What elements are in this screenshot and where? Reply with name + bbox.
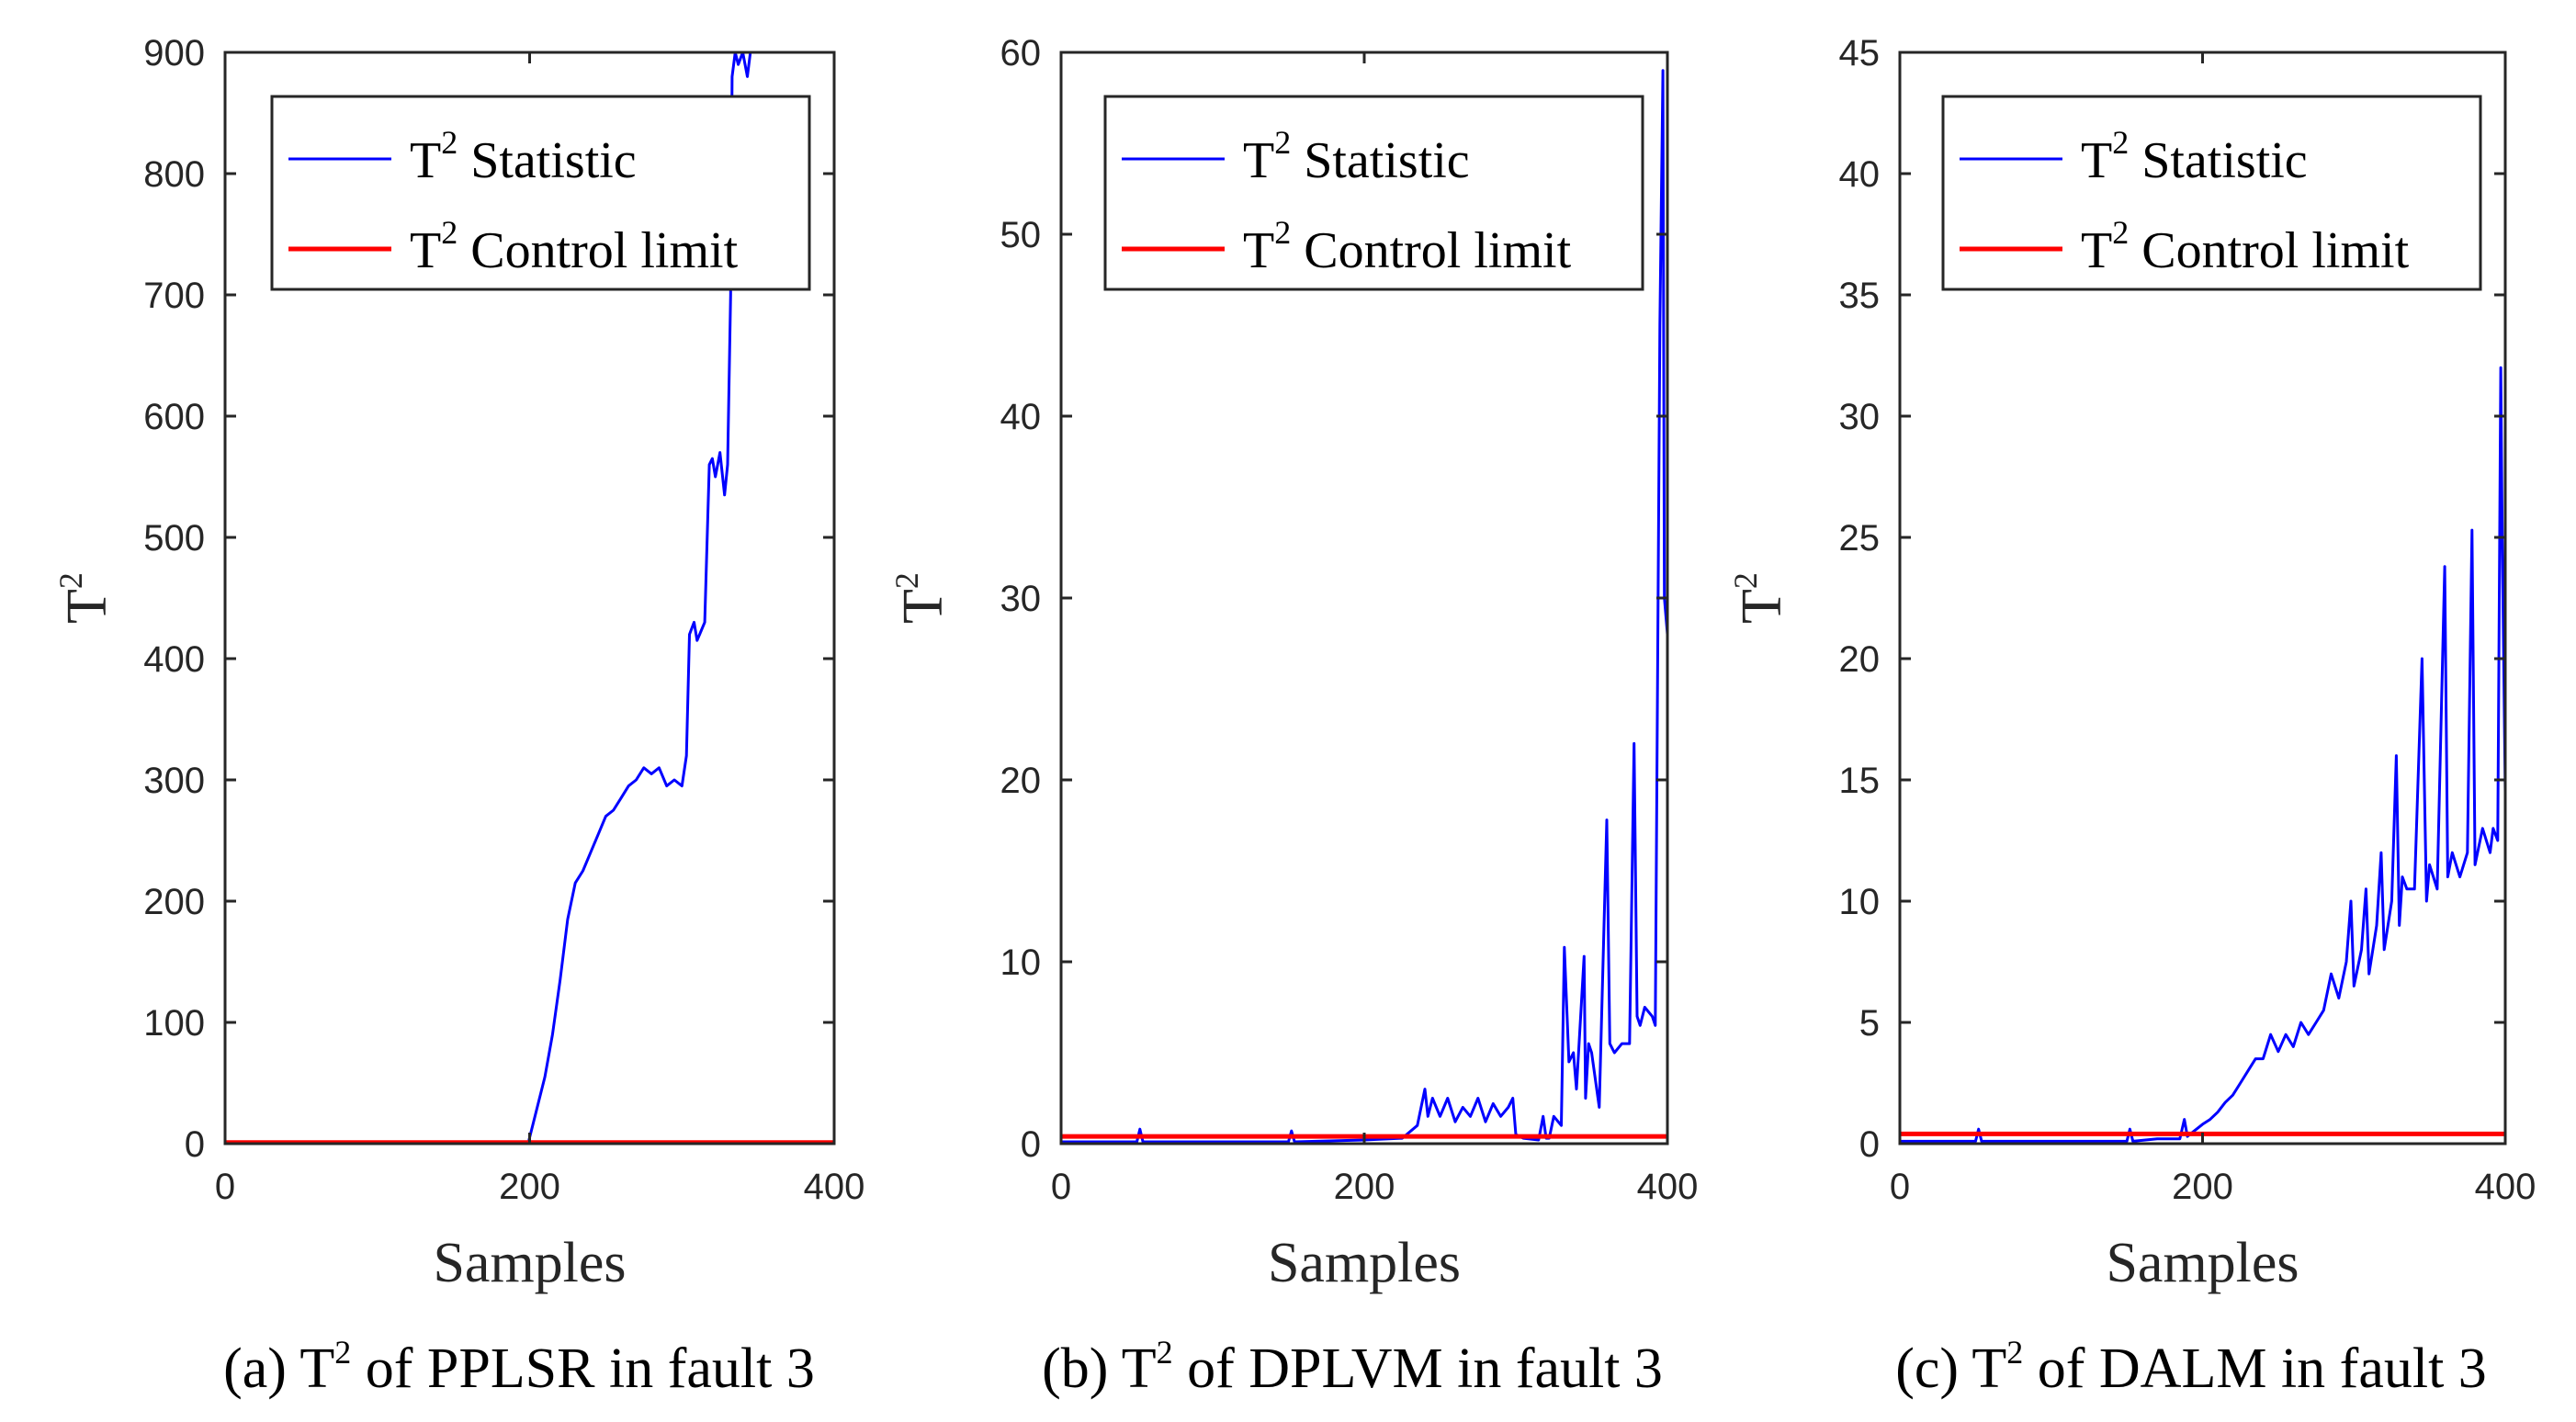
x-tick-label: 400	[1637, 1167, 1699, 1207]
y-axis-label-base: T	[1731, 589, 1793, 624]
panel-caption-post: of PPLSR in fault 3	[351, 1337, 815, 1400]
y-tick-label: 10	[1000, 942, 1042, 983]
y-tick-label: 100	[143, 1003, 205, 1044]
legend-box	[1941, 95, 2482, 291]
y-tick-label: 0	[1021, 1124, 1041, 1165]
legend-entry-sup: 2	[1274, 214, 1291, 251]
y-tick-label: 400	[143, 639, 205, 680]
legend-entry: T2 Control limit	[410, 214, 739, 279]
y-tick-label: 20	[1000, 761, 1042, 801]
y-tick-label: 900	[143, 33, 205, 73]
legend-entry-text: Control limit	[2129, 222, 2409, 279]
y-tick-label: 10	[1839, 882, 1881, 922]
legend-entry-text: Statistic	[1291, 132, 1469, 189]
legend-entry-base: T	[2081, 132, 2112, 189]
panel-caption-post: of DALM in fault 3	[2023, 1337, 2487, 1400]
y-tick-label: 35	[1839, 276, 1881, 316]
y-tick-label: 40	[1000, 397, 1042, 437]
y-tick-label: 15	[1839, 761, 1881, 801]
y-tick-label: 200	[143, 882, 205, 922]
x-tick-label: 200	[2172, 1167, 2233, 1207]
x-tick-label: 400	[804, 1167, 865, 1207]
y-tick-label: 60	[1000, 33, 1042, 73]
panel-caption: (b) T2 of DPLVM in fault 3	[1042, 1334, 1663, 1400]
legend-entry-sup: 2	[441, 214, 458, 251]
x-tick-label: 0	[1051, 1167, 1071, 1207]
panel-caption-post: of DPLVM in fault 3	[1173, 1337, 1663, 1400]
panel-caption-base: (c) T	[1895, 1337, 2006, 1400]
legend-entry-text: Statistic	[2129, 132, 2307, 189]
panel-caption: (c) T2 of DALM in fault 3	[1895, 1334, 2487, 1400]
y-axis-label-base: T	[56, 589, 119, 624]
legend-entry-text: Statistic	[458, 132, 636, 189]
legend-entry-text: Control limit	[458, 222, 738, 279]
y-tick-label: 600	[143, 397, 205, 437]
panel-caption-sup: 2	[334, 1334, 351, 1371]
y-tick-label: 5	[1859, 1003, 1880, 1044]
y-tick-label: 25	[1839, 518, 1881, 559]
legend-entry: T2 Control limit	[1243, 214, 1572, 279]
x-tick-label: 200	[1334, 1167, 1395, 1207]
y-axis-label-base: T	[892, 589, 955, 624]
y-axis-label: T2	[888, 572, 955, 624]
legend-box	[1103, 95, 1644, 291]
legend-entry-text: Control limit	[1291, 222, 1571, 279]
legend-box	[270, 95, 811, 291]
y-tick-label: 30	[1000, 579, 1042, 619]
y-tick-label: 500	[143, 518, 205, 559]
y-tick-label: 50	[1000, 215, 1042, 255]
statistic-line	[1061, 69, 1667, 1144]
x-axis-label: Samples	[433, 1232, 626, 1294]
x-tick-label: 200	[499, 1167, 560, 1207]
y-tick-label: 700	[143, 276, 205, 316]
y-axis-label: T2	[1727, 572, 1793, 624]
legend-entry-sup: 2	[441, 124, 458, 161]
y-axis-label-sup: 2	[888, 572, 925, 589]
panel-caption: (a) T2 of PPLSR in fault 3	[223, 1334, 815, 1400]
legend-entry: T2 Statistic	[1243, 124, 1470, 189]
legend-entry-sup: 2	[1274, 124, 1291, 161]
y-tick-label: 800	[143, 154, 205, 195]
y-tick-label: 45	[1839, 33, 1881, 73]
x-axis-label: Samples	[1268, 1232, 1461, 1294]
legend-entry-sup: 2	[2112, 214, 2129, 251]
panel-caption-sup: 2	[2006, 1334, 2023, 1371]
legend-entry-sup: 2	[2112, 124, 2129, 161]
legend-entry: T2 Statistic	[410, 124, 637, 189]
panel-caption-base: (a) T	[223, 1337, 334, 1400]
legend-entry-base: T	[2081, 222, 2112, 279]
y-axis-label-sup: 2	[52, 572, 89, 589]
legend-entry-base: T	[410, 222, 441, 279]
x-axis-label: Samples	[2106, 1232, 2299, 1294]
y-tick-label: 40	[1839, 154, 1881, 195]
panel-caption-sup: 2	[1157, 1334, 1173, 1371]
legend-entry-base: T	[410, 132, 441, 189]
panel-caption-base: (b) T	[1042, 1337, 1157, 1400]
y-tick-label: 300	[143, 761, 205, 801]
statistic-line	[1900, 366, 2505, 1143]
panel-a: 0 100 200 300 400 500 600 700 800 900 0 200 400 Sampl…	[52, 33, 864, 1400]
legend-entry-base: T	[1243, 132, 1274, 189]
y-tick-label: 0	[185, 1124, 205, 1165]
x-tick-label: 0	[215, 1167, 235, 1207]
y-tick-label: 30	[1839, 397, 1881, 437]
x-tick-label: 400	[2475, 1167, 2536, 1207]
y-axis-label-sup: 2	[1727, 572, 1764, 589]
x-tick-label: 0	[1890, 1167, 1910, 1207]
legend-entry-base: T	[1243, 222, 1274, 279]
legend-entry: T2 Control limit	[2081, 214, 2410, 279]
y-axis-label: T2	[52, 572, 119, 624]
y-tick-label: 20	[1839, 639, 1881, 680]
statistic-line	[225, 52, 752, 1144]
legend-entry: T2 Statistic	[2081, 124, 2308, 189]
y-tick-label: 0	[1859, 1124, 1880, 1165]
